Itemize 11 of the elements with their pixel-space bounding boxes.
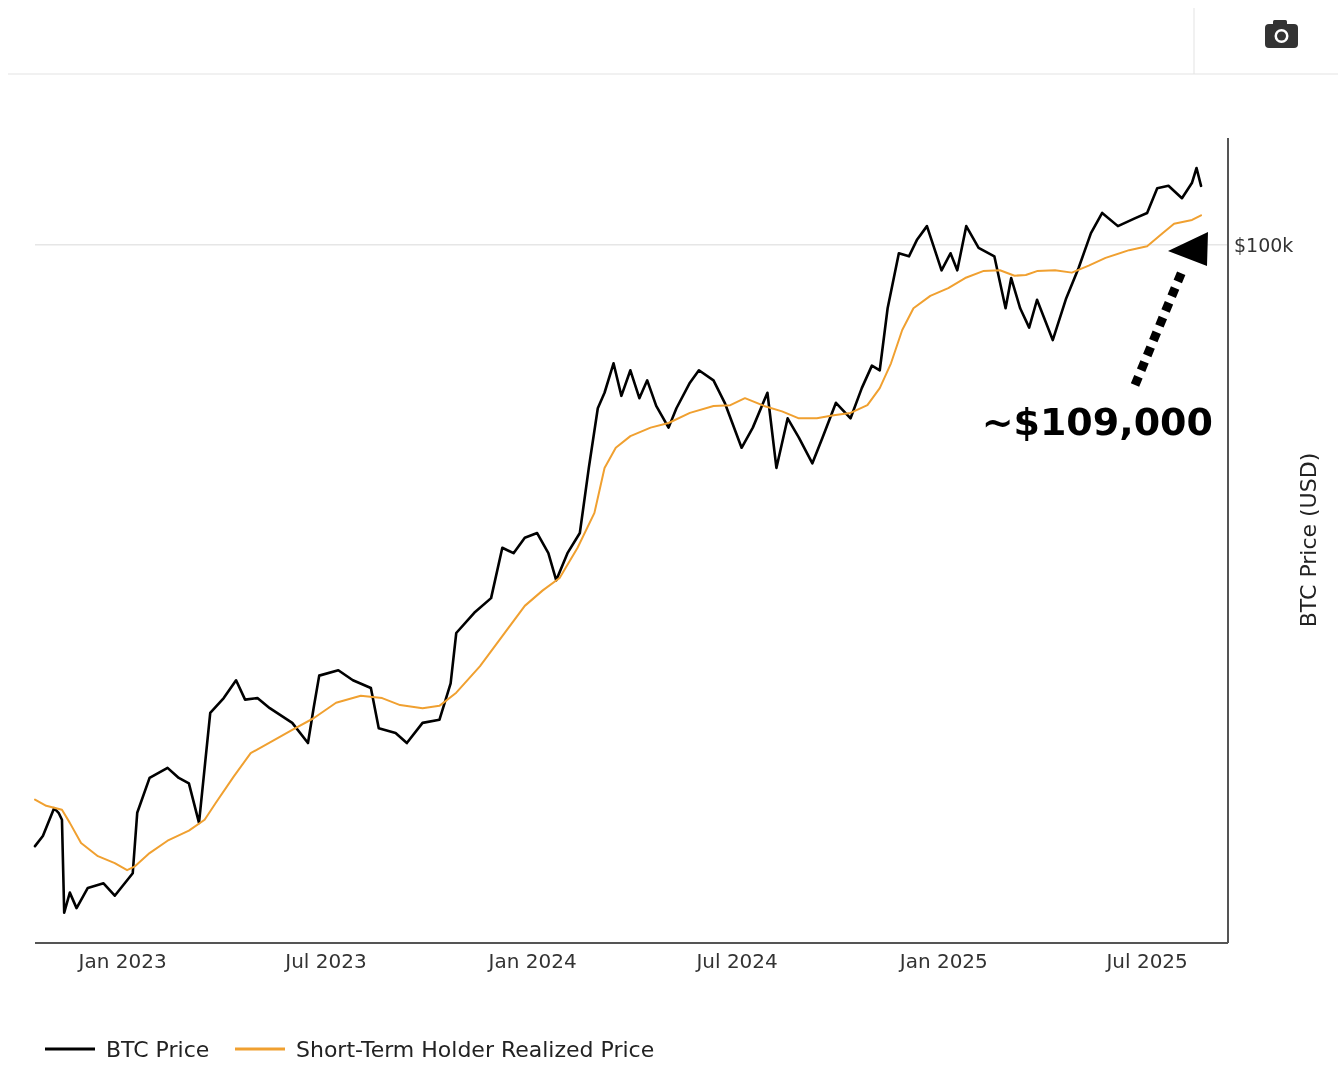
ref-line-label: $100k <box>1234 233 1294 256</box>
x-tick-label: Jul 2023 <box>283 949 367 973</box>
annotation: ~$109,000 <box>981 400 1213 444</box>
x-tick-label: Jul 2025 <box>1104 949 1188 973</box>
legend-label: BTC Price <box>106 1037 210 1062</box>
x-tick-label: Jan 2024 <box>486 949 577 973</box>
legend-label: Short-Term Holder Realized Price <box>296 1037 655 1062</box>
x-tick-label: Jan 2025 <box>897 949 988 973</box>
y-axis-title: BTC Price (USD) <box>1296 452 1321 628</box>
x-tick-label: Jan 2023 <box>76 949 167 973</box>
x-tick-label: Jul 2024 <box>694 949 778 973</box>
